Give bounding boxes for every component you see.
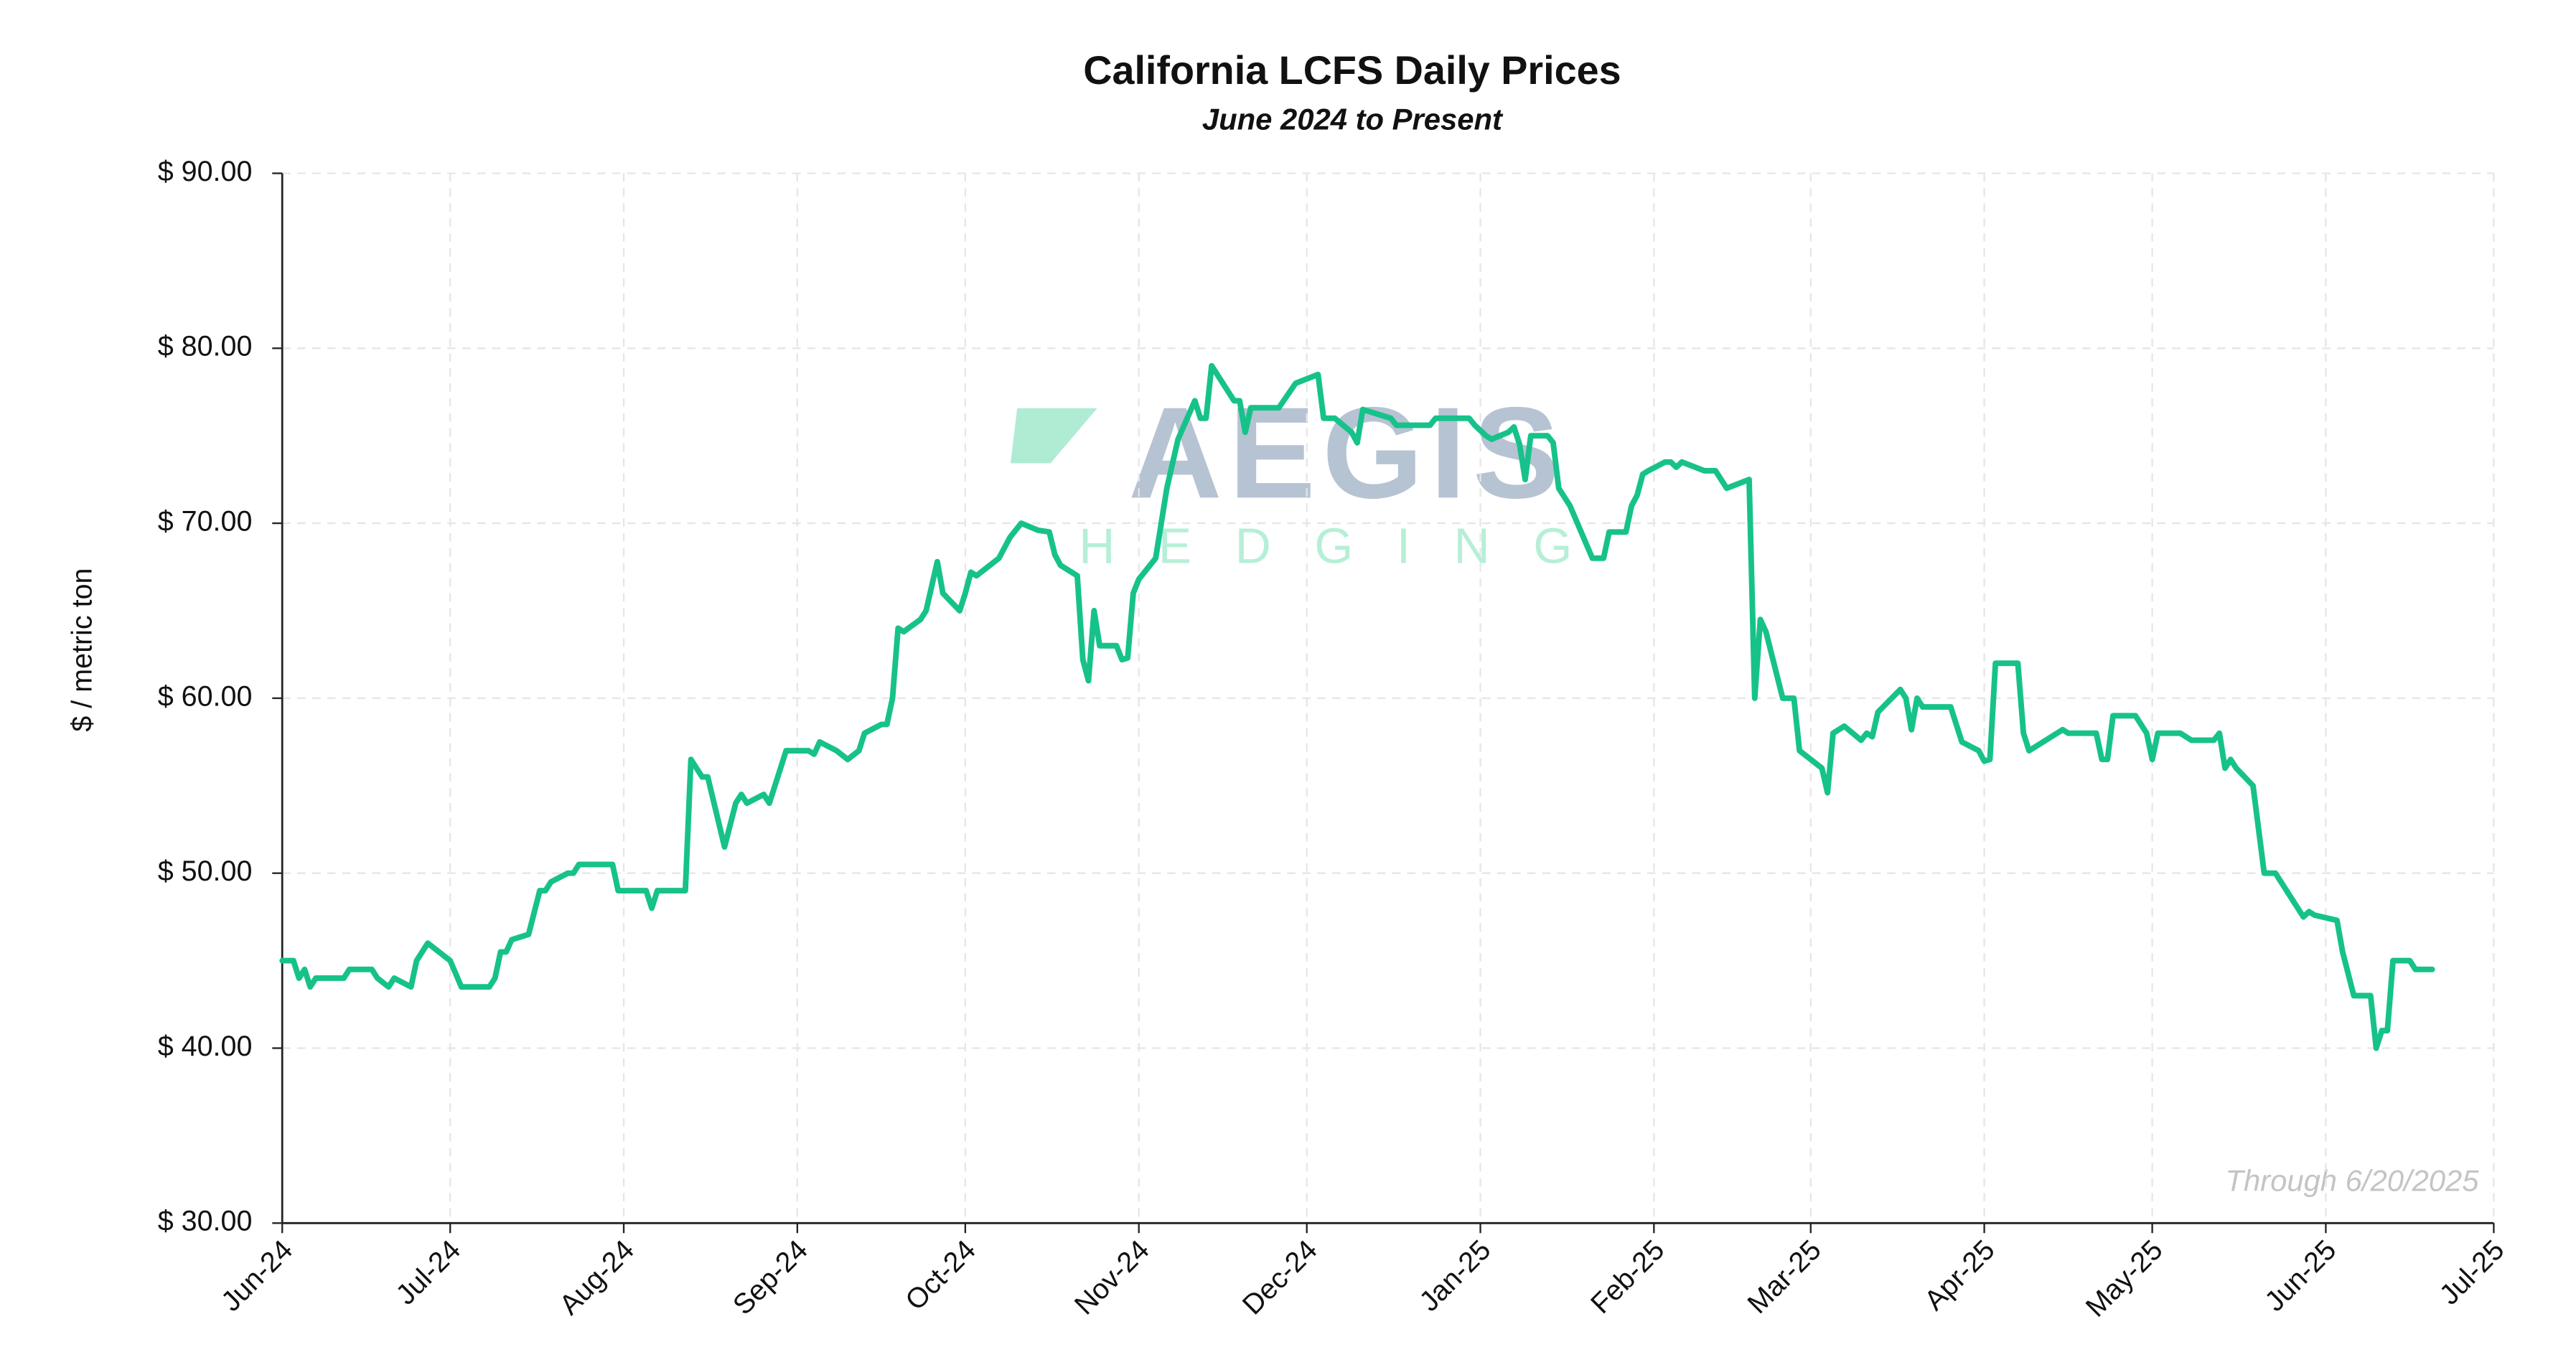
x-tick-label: Dec-24: [1237, 1234, 1324, 1320]
x-tick-label: Nov-24: [1069, 1234, 1156, 1320]
grid: [281, 172, 2495, 1224]
x-tick-label: Oct-24: [899, 1234, 982, 1316]
x-tick-label: Mar-25: [1741, 1234, 1827, 1320]
x-tick-label: Aug-24: [553, 1234, 640, 1320]
chart-title: California LCFS Daily Prices: [1083, 48, 1621, 93]
y-axis-label: $ / metric ton: [66, 568, 98, 731]
x-tick-label: Apr-25: [1919, 1234, 2001, 1316]
y-tick-label: $ 90.00: [158, 156, 253, 187]
y-tick-label: $ 60.00: [158, 680, 253, 712]
x-tick-label: Jun-25: [2259, 1234, 2342, 1317]
annotation: Through 6/20/2025: [2225, 1164, 2479, 1198]
y-tick-label: $ 80.00: [158, 331, 253, 362]
y-tick-label: $ 70.00: [158, 506, 253, 538]
x-tick-label: Jul-25: [2433, 1234, 2510, 1310]
x-tick-label: May-25: [2079, 1234, 2168, 1323]
x-tick-label: Feb-25: [1585, 1234, 1671, 1320]
watermark-text: AEGIS: [1128, 380, 1566, 525]
y-tick-label: $ 30.00: [158, 1206, 253, 1237]
chart-subtitle: June 2024 to Present: [1202, 103, 1504, 136]
y-tick-label: $ 40.00: [158, 1031, 253, 1062]
x-tick-label: Jun-24: [215, 1234, 299, 1317]
price-line: [279, 362, 2435, 1051]
x-tick-label: Jul-24: [390, 1234, 467, 1310]
y-tick-label: $ 50.00: [158, 855, 253, 887]
watermark-logo: [1010, 408, 1097, 464]
x-tick-label: Sep-24: [727, 1234, 814, 1320]
x-tick-label: Jan-25: [1413, 1234, 1497, 1317]
